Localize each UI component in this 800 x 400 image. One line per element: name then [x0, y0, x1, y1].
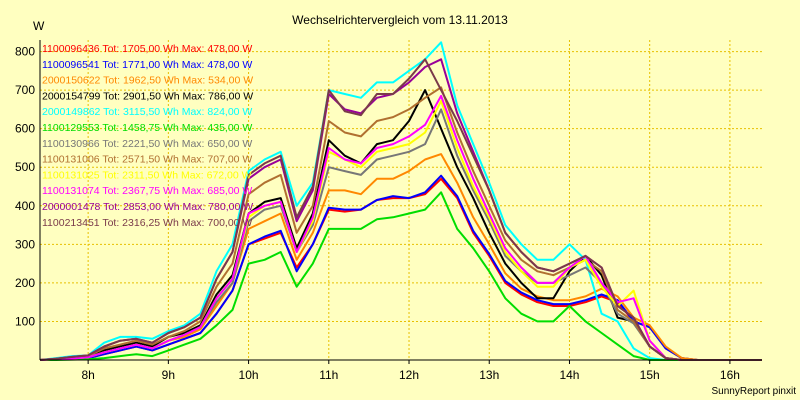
grid	[40, 40, 762, 360]
x-tick-label: 8h	[81, 368, 94, 382]
chart-title: Wechselrichtervergleich vom 13.11.2013	[292, 13, 508, 27]
series-line-4	[39, 41, 762, 361]
series-line-9	[39, 94, 762, 361]
legend-entry-0: 1100096436 Tot: 1705,00 Wh Max: 478,00 W	[42, 43, 252, 55]
y-tick-label: 400	[15, 199, 35, 213]
y-axis-label: W	[33, 19, 45, 33]
x-tick-label: 11h	[319, 368, 338, 382]
y-tick-label: 700	[15, 83, 35, 97]
y-tick-label: 100	[15, 314, 35, 328]
legend-entry-1: 1100096541 Tot: 1771,00 Wh Max: 478,00 W	[42, 59, 252, 71]
legend-entry-2: 2000150622 Tot: 1962,50 Wh Max: 534,00 W	[42, 75, 253, 87]
y-tick-label: 800	[15, 45, 35, 59]
y-tick-label: 600	[15, 122, 35, 136]
legend-entry-10: 2000001478 Tot: 2853,00 Wh Max: 780,00 W	[42, 201, 253, 213]
legend: 1100096436 Tot: 1705,00 Wh Max: 478,00 W…	[42, 43, 253, 229]
series-line-5	[40, 191, 762, 361]
x-tick-label: 13h	[479, 368, 499, 382]
x-tick-label: 9h	[162, 368, 175, 382]
x-tick-label: 10h	[239, 368, 259, 382]
legend-entry-9: 1100131074 Tot: 2367,75 Wh Max: 685,00 W	[42, 185, 252, 197]
x-tick-label: 15h	[640, 368, 660, 382]
x-tick-label: 16h	[720, 368, 740, 382]
y-tick-label: 500	[15, 160, 35, 174]
legend-entry-8: 1100131025 Tot: 2311,50 Wh Max: 672,00 W	[42, 169, 252, 181]
series-line-1	[39, 174, 762, 361]
x-tick-label: 12h	[399, 368, 419, 382]
series-lines	[39, 41, 762, 361]
y-tick-label: 300	[15, 237, 35, 251]
footer-credit: SunnyReport pinxit	[712, 386, 797, 397]
legend-entry-11: 1100213451 Tot: 2316,25 Wh Max: 700,00 W	[42, 217, 252, 229]
legend-entry-3: 2000154799 Tot: 2901,50 Wh Max: 786,00 W	[42, 90, 253, 102]
tick-labels: 100 200 300 400 500 600 700 800 8h 9h 10h 11h 12h 13h…	[15, 45, 740, 382]
axes	[39, 40, 762, 361]
series-line-11	[39, 58, 762, 361]
plot-area	[40, 40, 762, 360]
legend-entry-5: 1100129553 Tot: 1458,75 Wh Max: 435,00 W	[42, 122, 252, 134]
y-tick-label: 200	[15, 276, 35, 290]
x-tick-label: 14h	[559, 368, 579, 382]
legend-entry-4: 2000149862 Tot: 3115,50 Wh Max: 824,00 W	[42, 106, 252, 118]
legend-entry-7: 1100131006 Tot: 2571,50 Wh Max: 707,00 W	[42, 154, 252, 166]
legend-entry-6: 1100130966 Tot: 2221,50 Wh Max: 650,00 W	[42, 138, 252, 150]
